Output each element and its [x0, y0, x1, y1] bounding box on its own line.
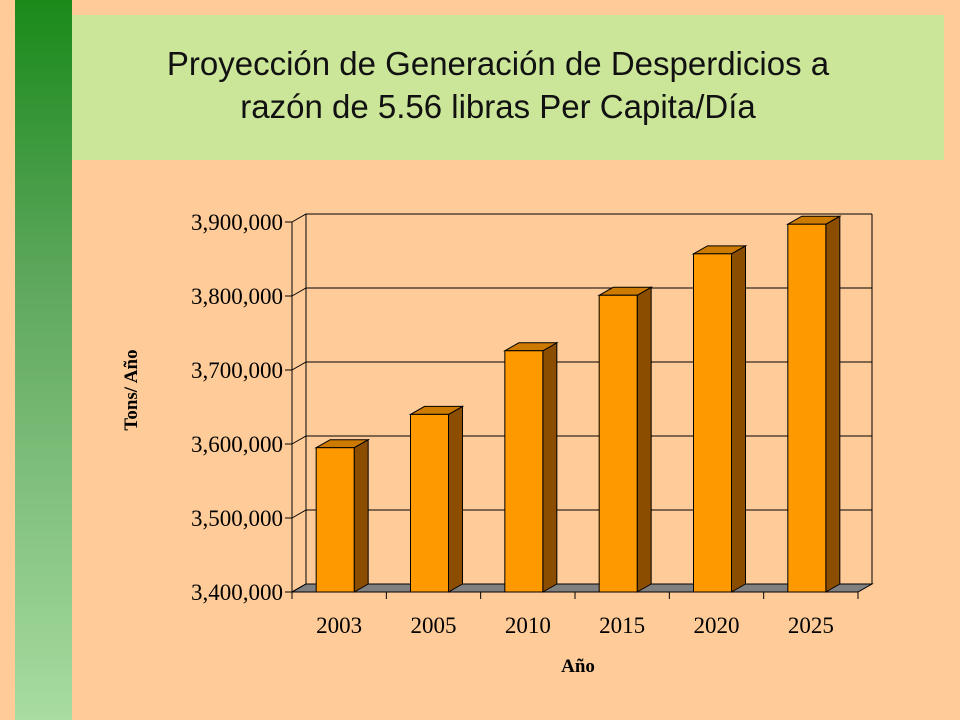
bar-side	[636, 286, 652, 593]
gridlines	[285, 213, 874, 599]
y-tick-label: 3,400,000	[191, 580, 283, 605]
bar	[502, 341, 559, 593]
y-tick-label: 3,700,000	[191, 358, 283, 383]
bar	[691, 244, 748, 593]
x-tick-label: 2015	[599, 613, 645, 638]
y-tick-label: 3,500,000	[191, 506, 283, 531]
gridline	[291, 361, 872, 371]
x-tick-labels: 2003 2005 2010 2015 2020 2025	[316, 613, 834, 638]
y-tick-label: 3,600,000	[191, 432, 283, 457]
bars	[314, 215, 842, 593]
back-wall-left	[291, 214, 307, 593]
bar-side	[448, 405, 463, 593]
bar-front	[504, 350, 544, 593]
bar-front	[693, 253, 732, 593]
bar-side	[542, 341, 558, 593]
bar	[785, 215, 842, 593]
side-accent-bar	[15, 0, 72, 720]
bar	[314, 438, 371, 593]
gridline	[291, 583, 872, 593]
y-tick-labels: 3,400,000 3,500,000 3,600,000 3,700,000 3,80…	[191, 210, 283, 605]
x-tick-label: 2025	[788, 613, 834, 638]
bar-side	[353, 438, 369, 593]
bar-front	[410, 413, 449, 593]
x-axis-title: Año	[561, 656, 595, 677]
x-tick-label: 2010	[505, 613, 551, 638]
x-tick-label: 2020	[694, 613, 740, 638]
bar-side	[825, 215, 841, 593]
bar-front	[315, 447, 355, 593]
bar-front	[598, 294, 638, 593]
bar-side	[731, 244, 746, 593]
gridline	[291, 287, 872, 297]
x-tick-label: 2003	[316, 613, 362, 638]
chart-floor	[290, 583, 874, 593]
bar-front	[787, 223, 827, 593]
bar	[408, 405, 465, 593]
title-banner: Proyección de Generación de Desperdicios…	[72, 15, 944, 160]
gridline	[291, 435, 872, 445]
slide-title: Proyección de Generación de Desperdicios…	[166, 44, 830, 125]
x-tick-label: 2005	[411, 613, 457, 638]
y-axis-title: Tons/ Año	[121, 349, 142, 430]
y-tick-label: 3,800,000	[191, 284, 283, 309]
y-tick-label: 3,900,000	[191, 210, 283, 235]
gridline	[291, 509, 872, 519]
bar	[597, 286, 654, 593]
gridline	[291, 213, 872, 223]
